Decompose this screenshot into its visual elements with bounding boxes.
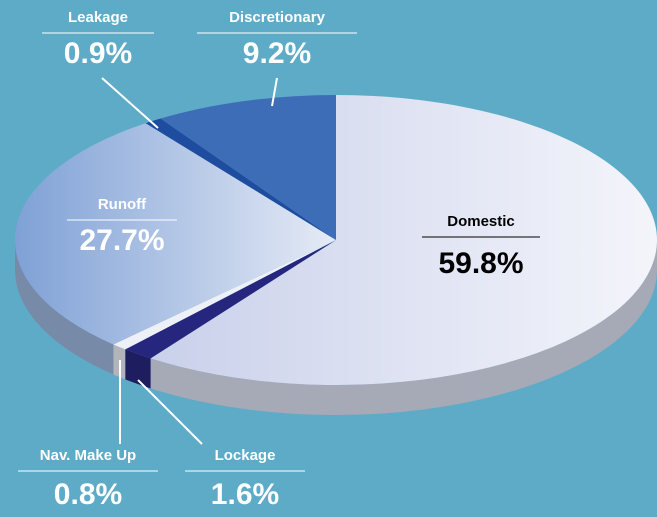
slice — [125, 240, 337, 359]
slice — [145, 118, 336, 240]
slice-side — [150, 240, 657, 416]
slice-value: 0.8% — [54, 478, 122, 511]
pie-tops — [15, 95, 657, 385]
labels: Domestic 59.8% Lockage 1.6% Nav. Make Up 0.8%… — [18, 9, 540, 511]
slice-side — [125, 349, 151, 389]
slice-side — [15, 240, 114, 375]
slice — [15, 123, 337, 345]
slice-value: 27.7% — [79, 224, 164, 257]
slice — [150, 95, 657, 385]
leader-line — [137, 379, 203, 445]
slice-name: Leakage — [68, 9, 128, 26]
slice-name: Lockage — [215, 447, 276, 464]
slice-value: 59.8% — [438, 247, 523, 280]
slice — [113, 240, 337, 350]
slice-value: 0.9% — [64, 37, 132, 70]
slice-name: Runoff — [98, 196, 147, 213]
slice — [160, 95, 336, 240]
slice-name: Discretionary — [229, 9, 326, 26]
slice-name: Domestic — [447, 213, 515, 230]
slice-value: 9.2% — [243, 37, 311, 70]
leader-line — [101, 77, 159, 129]
slice-name: Nav. Make Up — [40, 447, 136, 464]
slice-value: 1.6% — [211, 478, 279, 511]
leader-line — [271, 77, 278, 107]
